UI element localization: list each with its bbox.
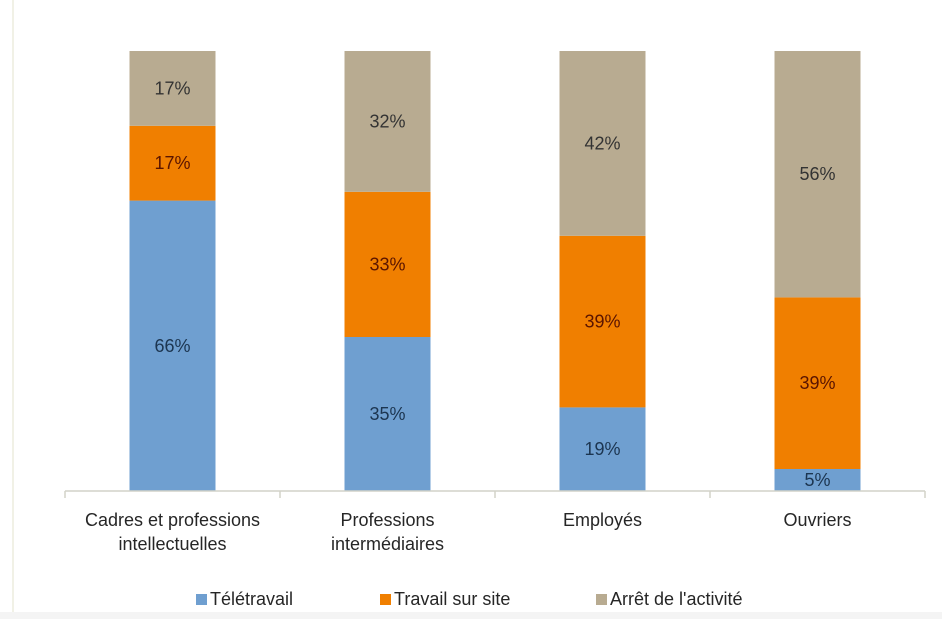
bar-segment <box>559 51 646 236</box>
legend-label: Travail sur site <box>394 589 510 609</box>
category-label: Ouvriers <box>783 510 851 530</box>
category-label: intellectuelles <box>118 534 226 554</box>
legend-swatch <box>380 594 391 605</box>
bar-segment <box>559 407 646 491</box>
category-label: Cadres et professions <box>85 510 260 530</box>
legend: Télétravail Travail sur site Arrêt de l'ac… <box>196 589 743 609</box>
bar-segment <box>774 51 861 298</box>
bar-segment <box>559 235 646 408</box>
category-label: Employés <box>563 510 642 530</box>
segment-value-label: 19% <box>584 439 620 459</box>
segment-value-label: 39% <box>584 312 620 332</box>
segment-value-label: 42% <box>584 133 620 153</box>
frame-left-border <box>12 0 14 619</box>
segment-value-label: 66% <box>154 336 190 356</box>
segment-value-label: 33% <box>369 254 405 274</box>
segment-value-label: 39% <box>799 373 835 393</box>
bar-segment <box>344 191 431 337</box>
legend-label: Arrêt de l'activité <box>610 589 743 609</box>
bars-group <box>129 51 861 491</box>
bar-segment <box>129 51 216 126</box>
frame-bottom-border <box>0 612 942 619</box>
x-axis <box>64 490 926 498</box>
legend-label: Télétravail <box>210 589 293 609</box>
segment-value-label: 56% <box>799 164 835 184</box>
legend-swatch <box>596 594 607 605</box>
segment-value-label: 17% <box>154 78 190 98</box>
category-label: intermédiaires <box>331 534 444 554</box>
bar-segment <box>774 469 861 491</box>
category-label: Professions <box>340 510 434 530</box>
segment-value-label: 32% <box>369 111 405 131</box>
segment-labels-group: 66% 17% 17% 35% 33% 32% 19% 39% 42% 5% 39% 56% <box>154 78 835 490</box>
bar-segment <box>344 51 431 192</box>
segment-value-label: 17% <box>154 153 190 173</box>
bar-segment <box>129 200 216 491</box>
segment-value-label: 5% <box>804 470 830 490</box>
legend-swatch <box>196 594 207 605</box>
bar-segment <box>774 297 861 469</box>
bar-segment <box>344 337 431 491</box>
category-labels-group: Cadres et professions intellectuelles Prof… <box>85 510 852 554</box>
segment-value-label: 35% <box>369 404 405 424</box>
bar-segment <box>129 125 216 201</box>
